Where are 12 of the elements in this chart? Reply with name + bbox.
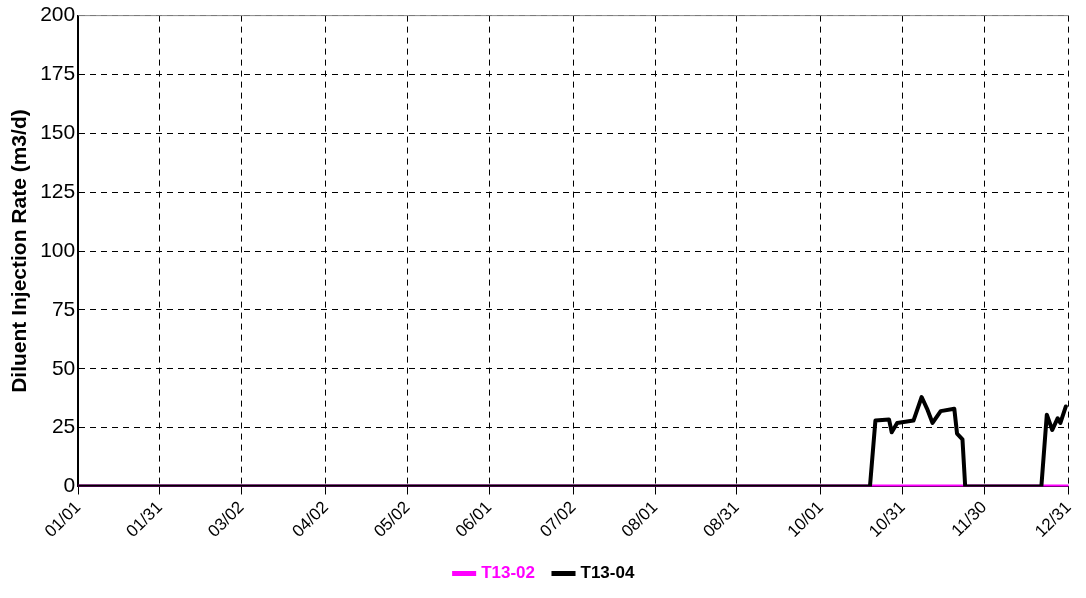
y-tick-label: 125: [40, 178, 76, 202]
y-axis-title: Diluent Injection Rate (m3/d): [7, 109, 31, 393]
y-tick-label: 0: [63, 473, 76, 497]
y-tick-label: 100: [40, 237, 76, 261]
legend-label: T13-04: [580, 563, 635, 583]
y-tick-label: 25: [51, 414, 76, 438]
y-tick-label: 50: [51, 355, 76, 379]
y-tick-label: 75: [51, 296, 76, 320]
legend-label: T13-02: [481, 563, 536, 583]
y-tick-label: 175: [40, 61, 76, 85]
y-tick-label: 200: [40, 2, 76, 26]
y-tick-label: 150: [40, 120, 76, 144]
